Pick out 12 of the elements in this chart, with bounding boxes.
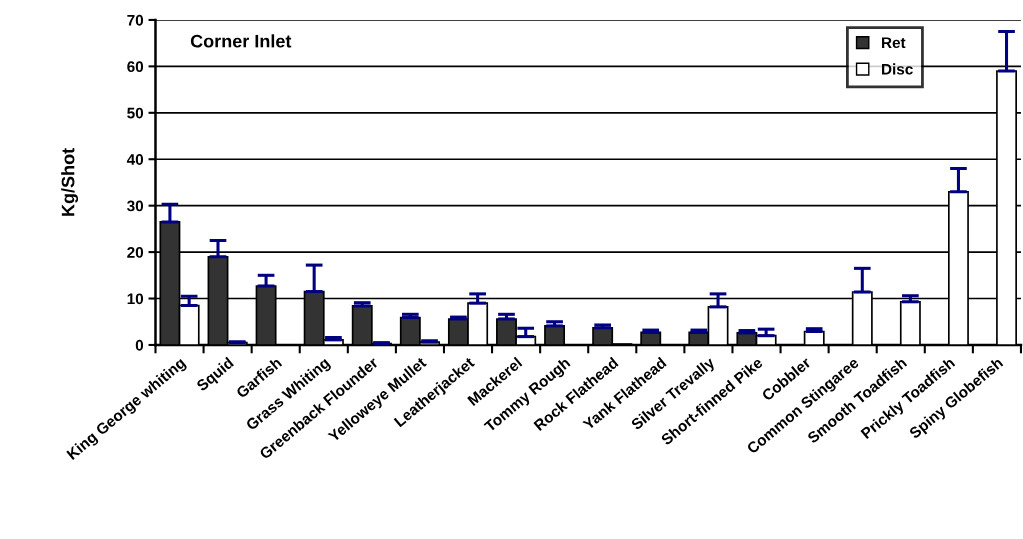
legend-label: Disc	[882, 63, 913, 75]
y-tick-label: 0	[135, 339, 144, 351]
y-tick-label: 50	[127, 107, 144, 119]
text: Corner Inlet	[190, 34, 292, 48]
y-tick-label: 40	[126, 154, 144, 165]
y-tick-label: 20	[127, 246, 144, 258]
y-tick-label: 10	[127, 293, 144, 305]
y-axis-title: Kg/Shot	[61, 148, 79, 216]
legend-label: Ret	[882, 37, 906, 49]
y-tick-label: 70	[127, 14, 144, 26]
y-tick-label: 60	[127, 61, 144, 73]
y-tick-label: 30	[127, 200, 144, 212]
